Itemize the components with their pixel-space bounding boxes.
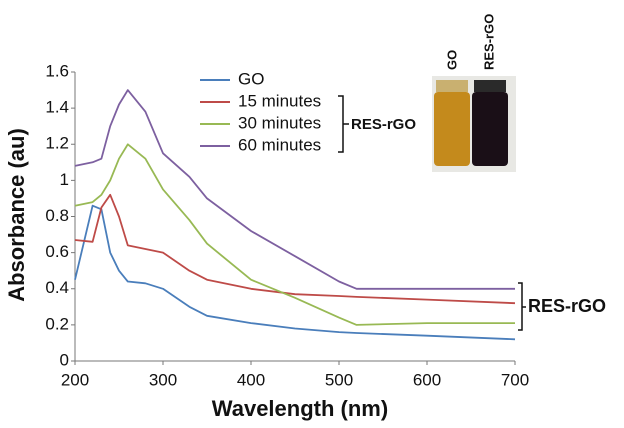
y-tick-label: 1.4 [45,98,69,117]
x-tick-label: 600 [413,370,441,389]
end-bracket [518,282,526,331]
y-tick-label: 0.4 [45,278,69,297]
x-tick-label: 700 [501,370,529,389]
x-tick-label: 400 [237,370,265,389]
photo-label: GO [444,50,459,70]
y-tick-label: 0 [60,350,69,369]
y-axis-title: Absorbance (au) [4,128,29,302]
legend-label: 15 minutes [238,91,321,110]
x-tick-label: 300 [149,370,177,389]
legend-label: GO [238,69,264,88]
y-tick-label: 1 [60,170,69,189]
line-end-label: RES-rGO [528,296,606,316]
legend-label: 60 minutes [238,135,321,154]
y-tick-label: 0.6 [45,242,69,261]
x-axis-title: Wavelength (nm) [212,396,388,421]
series-line [74,204,516,341]
x-tick-label: 500 [325,370,353,389]
series-line [74,193,516,305]
legend-bracket [338,95,349,153]
series-line [74,89,515,290]
y-tick-label: 0.8 [45,206,69,225]
legend-group-label: RES-rGO [351,116,416,133]
y-tick-label: 0.2 [45,314,69,333]
x-tick-label: 200 [61,370,89,389]
photo [432,76,516,172]
photo-label: RES-rGO [481,14,496,70]
y-tick-label: 1.2 [45,134,69,153]
legend-label: 30 minutes [238,113,321,132]
y-tick-label: 1.6 [45,61,69,80]
series-line [74,143,515,326]
